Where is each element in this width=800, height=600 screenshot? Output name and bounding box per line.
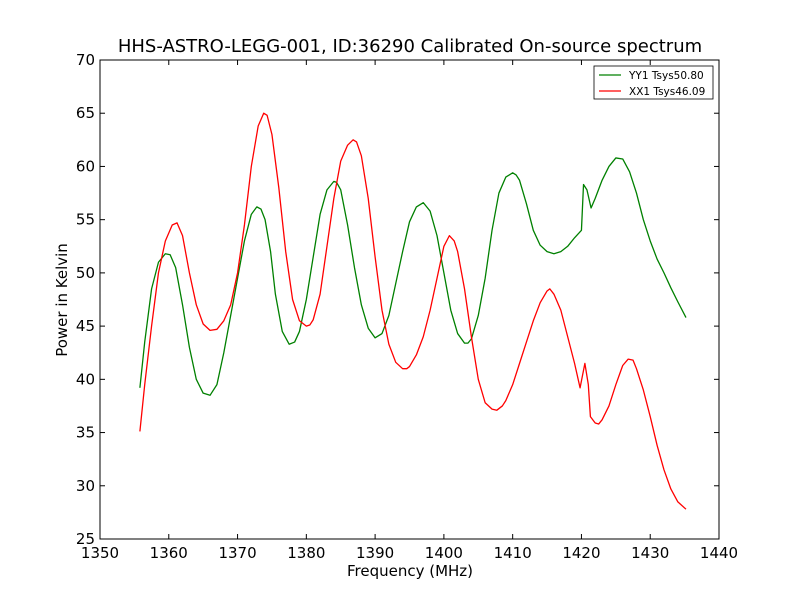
y-tick-label-3: 40: [76, 370, 95, 388]
y-tick-label-5: 50: [76, 264, 95, 282]
x-tick-label-5: 1400: [425, 544, 463, 562]
x-tick-label-2: 1370: [218, 544, 256, 562]
legend-box: [593, 65, 714, 100]
legend: YY1 Tsys50.80 XX1 Tsys46.09: [593, 65, 714, 100]
x-tick-label-0: 1350: [81, 544, 119, 562]
x-tick-label-9: 1440: [700, 544, 738, 562]
series-line-1: [139, 112, 687, 510]
x-axis-label: Frequency (MHz): [347, 562, 473, 580]
plot-area: 1350 1360 1370 1380 1390 1400 1410 1420 1430 1440…: [76, 51, 738, 562]
plot-frame: [99, 59, 720, 540]
x-tick-label-3: 1380: [287, 544, 325, 562]
x-tick-label-8: 1430: [631, 544, 669, 562]
y-tick-label-6: 55: [76, 211, 95, 229]
y-tick-label-7: 60: [76, 157, 95, 175]
y-tick-label-1: 30: [76, 477, 95, 495]
y-tick-label-4: 45: [76, 317, 95, 335]
y-tick-label-8: 65: [76, 104, 95, 122]
legend-label-0: YY1 Tsys50.80: [628, 70, 704, 82]
x-tick-label-7: 1420: [562, 544, 600, 562]
chart-title: HHS-ASTRO-LEGG-001, ID:36290 Calibrated …: [118, 36, 702, 57]
y-tick-label-2: 35: [76, 424, 95, 442]
x-tick-label-6: 1410: [494, 544, 532, 562]
y-axis-label: Power in Kelvin: [53, 243, 71, 357]
y-tick-label-9: 70: [76, 51, 95, 69]
x-tick-label-1: 1360: [150, 544, 188, 562]
series-line-0: [139, 157, 687, 396]
legend-label-1: XX1 Tsys46.09: [629, 86, 705, 98]
x-tick-label-4: 1390: [356, 544, 394, 562]
y-tick-label-0: 25: [76, 530, 95, 548]
